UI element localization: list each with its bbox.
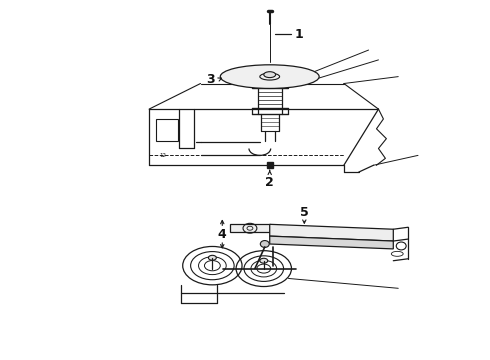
Text: 12: 12	[159, 153, 167, 158]
Polygon shape	[270, 236, 393, 249]
Text: 4: 4	[218, 228, 227, 240]
Text: 2: 2	[266, 176, 274, 189]
Text: 3: 3	[206, 73, 215, 86]
Ellipse shape	[264, 72, 276, 78]
Ellipse shape	[220, 65, 319, 89]
Ellipse shape	[208, 255, 216, 260]
Ellipse shape	[260, 240, 269, 247]
Text: 5: 5	[300, 206, 309, 219]
Polygon shape	[270, 224, 393, 241]
Text: 1: 1	[295, 28, 304, 41]
Polygon shape	[230, 224, 270, 232]
Ellipse shape	[260, 258, 268, 263]
